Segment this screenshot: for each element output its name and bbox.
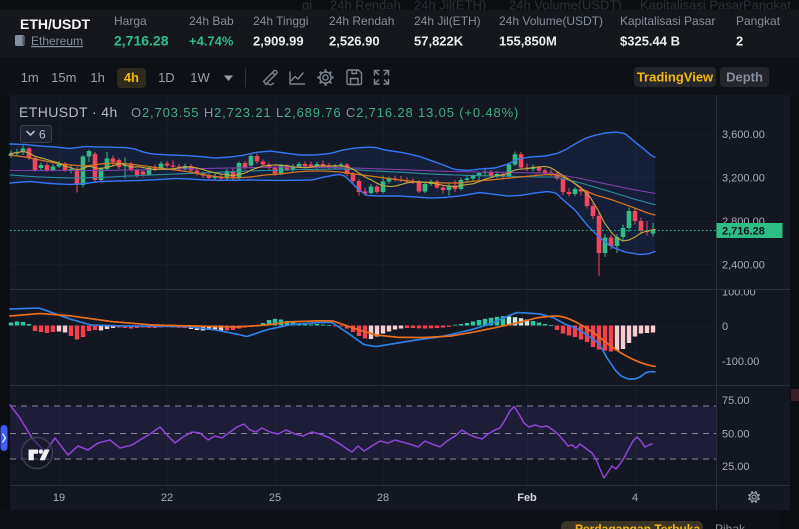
- svg-text:4: 4: [632, 492, 638, 504]
- svg-text:24h Rendah: 24h Rendah: [329, 14, 394, 28]
- svg-text:24h Volume(USDT): 24h Volume(USDT): [509, 0, 622, 13]
- svg-text:3,200.00: 3,200.00: [722, 173, 765, 185]
- svg-text:Harga: Harga: [114, 14, 147, 28]
- svg-text:1W: 1W: [190, 70, 210, 85]
- svg-text:Pangkat: Pangkat: [736, 14, 781, 28]
- svg-text:4h: 4h: [124, 70, 139, 85]
- svg-text:Feb: Feb: [517, 492, 537, 504]
- svg-text:Ethereum: Ethereum: [31, 34, 83, 48]
- svg-text:3,600.00: 3,600.00: [722, 129, 765, 141]
- svg-text:+4.74%: +4.74%: [189, 34, 234, 49]
- svg-text:25.00: 25.00: [722, 461, 750, 473]
- svg-text:2,400.00: 2,400.00: [722, 260, 765, 272]
- svg-text:Kapitalisasi Pasar: Kapitalisasi Pasar: [620, 14, 715, 28]
- svg-text:TradingView: TradingView: [637, 70, 714, 85]
- svg-text:Pangkat: Pangkat: [743, 0, 791, 13]
- svg-text:Kapitalisasi Pasar: Kapitalisasi Pasar: [640, 0, 744, 13]
- svg-text:24h Bab: 24h Bab: [189, 14, 234, 28]
- svg-text:2: 2: [736, 34, 743, 49]
- svg-text:24h Rendah: 24h Rendah: [330, 0, 401, 13]
- svg-text:Pihak: Pihak: [715, 522, 746, 529]
- svg-text:25: 25: [269, 492, 281, 504]
- svg-text:50.00: 50.00: [722, 429, 750, 441]
- svg-text:24h Jil(ETH): 24h Jil(ETH): [414, 14, 481, 28]
- svg-text:Depth: Depth: [726, 70, 763, 85]
- svg-text:6: 6: [39, 128, 46, 142]
- svg-text:24h Tinggi: 24h Tinggi: [253, 14, 308, 28]
- svg-text:2,716.28: 2,716.28: [114, 33, 169, 49]
- svg-text:2,716.28: 2,716.28: [722, 226, 765, 238]
- svg-text:19: 19: [53, 492, 65, 504]
- svg-text:24h Volume(USDT): 24h Volume(USDT): [499, 14, 603, 28]
- svg-text:57,822K: 57,822K: [414, 34, 464, 49]
- svg-text:28: 28: [377, 492, 389, 504]
- svg-text:-100.00: -100.00: [722, 356, 759, 368]
- svg-text:1D: 1D: [158, 70, 175, 85]
- svg-text:24h Jil(ETH): 24h Jil(ETH): [414, 0, 486, 13]
- svg-text:1h: 1h: [90, 70, 104, 85]
- svg-text:O2,703.55 H2,723.21 L2,689.76: O2,703.55 H2,723.21 L2,689.76 C2,716.28 …: [131, 105, 519, 120]
- svg-text:1m: 1m: [21, 70, 39, 85]
- svg-text:75.00: 75.00: [722, 395, 750, 407]
- svg-text:155,850M: 155,850M: [499, 34, 557, 49]
- svg-text:2,909.99: 2,909.99: [253, 34, 304, 49]
- svg-text:gi: gi: [302, 0, 312, 13]
- svg-text:22: 22: [161, 492, 173, 504]
- svg-text:Perdagangan Terbuka: Perdagangan Terbuka: [575, 522, 700, 529]
- svg-text:0: 0: [722, 321, 728, 333]
- svg-text:ETHUSDT · 4h: ETHUSDT · 4h: [19, 104, 118, 120]
- svg-text:$325.44 B: $325.44 B: [620, 34, 680, 49]
- svg-text:2,526.90: 2,526.90: [329, 34, 380, 49]
- svg-text:15m: 15m: [51, 70, 76, 85]
- svg-text:ETH/USDT: ETH/USDT: [20, 16, 90, 32]
